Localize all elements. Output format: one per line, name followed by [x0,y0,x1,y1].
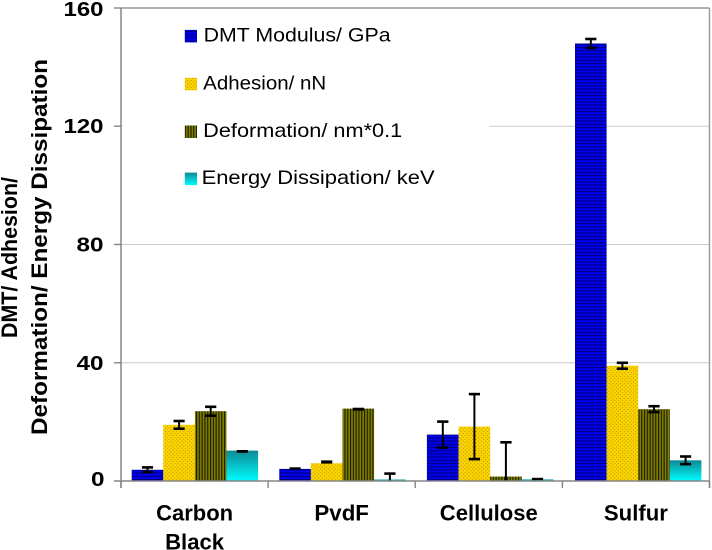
svg-text:DMT Modulus/ GPa: DMT Modulus/ GPa [204,24,391,46]
svg-text:Cellulose: Cellulose [440,501,538,526]
svg-text:PvdF: PvdF [314,501,369,526]
svg-text:120: 120 [64,115,104,138]
svg-text:Adhesion/ nN: Adhesion/ nN [203,72,326,94]
svg-text:80: 80 [77,234,104,257]
svg-text:Deformation/ Energy Dissipatio: Deformation/ Energy Dissipation [27,59,52,435]
svg-text:0: 0 [91,468,105,491]
svg-text:Sulfur: Sulfur [604,501,668,526]
svg-text:Energy Dissipation/ keV: Energy Dissipation/ keV [202,167,435,189]
svg-text:Deformation/ nm*0.1: Deformation/ nm*0.1 [203,120,402,142]
svg-text:160: 160 [64,0,104,21]
svg-text:DMT/ Adhesion/: DMT/ Adhesion/ [0,177,22,338]
svg-text:40: 40 [77,352,104,375]
svg-text:Black: Black [165,530,225,550]
svg-text:Carbon: Carbon [156,501,233,526]
